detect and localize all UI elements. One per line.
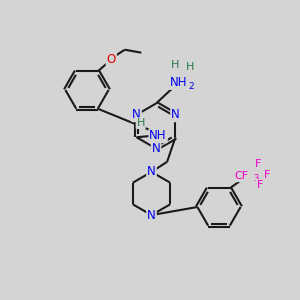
Text: F: F xyxy=(264,170,271,180)
Text: H: H xyxy=(136,118,145,128)
Text: F: F xyxy=(256,180,263,190)
Text: N: N xyxy=(147,208,156,222)
Text: N: N xyxy=(152,142,160,155)
Text: N: N xyxy=(171,108,180,121)
Text: F: F xyxy=(255,159,262,169)
Text: N: N xyxy=(132,108,141,121)
Text: NH: NH xyxy=(170,76,187,89)
Text: O: O xyxy=(107,53,116,66)
Text: NH: NH xyxy=(149,129,167,142)
Text: N: N xyxy=(147,165,156,178)
Text: H: H xyxy=(185,62,194,73)
Text: H: H xyxy=(171,60,180,70)
Text: CF: CF xyxy=(235,171,249,181)
Text: 3: 3 xyxy=(253,174,259,183)
Text: 2: 2 xyxy=(188,82,194,91)
